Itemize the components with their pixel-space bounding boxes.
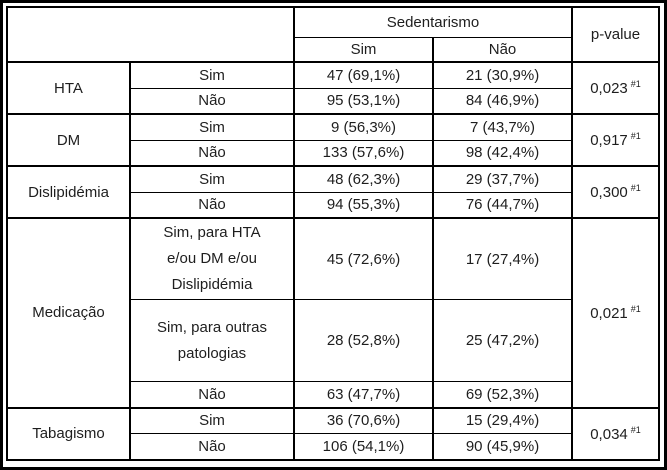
sub-label: Não xyxy=(129,381,295,408)
table-row-hta-nao: Não 95 (53,1%) 84 (46,9%) xyxy=(7,87,659,115)
p-value-number: 0,021 xyxy=(590,304,628,322)
group-label-dm: DM xyxy=(6,113,131,167)
value-cell: 48 (62,3%) xyxy=(293,165,434,193)
value-cell: 69 (52,3%) xyxy=(432,381,573,408)
sim-column-header: Sim xyxy=(293,36,434,63)
empty-corner-cell xyxy=(6,6,295,63)
table-row-medicacao-nao: Não 63 (47,7%) 69 (52,3%) xyxy=(7,381,659,408)
sub-label: Não xyxy=(129,433,295,460)
value-cell: 29 (37,7%) xyxy=(432,165,573,193)
sedentarismo-crosstab-table: Sedentarismo p-value Sim Não HTA Sim 47 … xyxy=(6,6,660,461)
value-cell: 95 (53,1%) xyxy=(293,87,434,115)
value-cell: 90 (45,9%) xyxy=(432,433,573,460)
value-cell: 36 (70,6%) xyxy=(293,406,434,434)
sub-label: Não xyxy=(129,139,295,167)
table-row-hta-sim: HTA Sim 47 (69,1%) 21 (30,9%) 0,023 #1 xyxy=(6,61,660,115)
value-cell: 21 (30,9%) xyxy=(432,61,573,89)
sub-label: Sim, para outras patologias xyxy=(129,299,295,382)
value-cell: 25 (47,2%) xyxy=(432,299,573,382)
table-row-tabagismo-sim: Tabagismo Sim 36 (70,6%) 15 (29,4%) 0,03… xyxy=(6,406,660,460)
nao-column-header: Não xyxy=(432,36,573,63)
p-value-number: 0,300 xyxy=(590,184,628,201)
header-row-1: Sedentarismo p-value xyxy=(6,6,660,63)
p-value-footnote-marker: #1 xyxy=(630,131,641,141)
p-value-cell: 0,034 #1 xyxy=(571,406,660,460)
value-cell: 7 (43,7%) xyxy=(432,113,573,141)
group-label-tabagismo: Tabagismo xyxy=(6,406,131,460)
p-value-column-header: p-value xyxy=(571,6,660,63)
sub-label: Não xyxy=(129,191,295,219)
value-cell: 76 (44,7%) xyxy=(432,191,573,219)
table-row-tabagismo-nao: Não 106 (54,1%) 90 (45,9%) xyxy=(7,433,659,460)
p-value-footnote-marker: #1 xyxy=(630,183,641,193)
sub-label: Sim, para HTA e/ou DM e/ou Dislipidémia xyxy=(129,217,295,300)
table-row-dislipidemia-nao: Não 94 (55,3%) 76 (44,7%) xyxy=(7,191,659,219)
value-cell: 45 (72,6%) xyxy=(293,217,434,300)
sub-label: Sim xyxy=(129,61,295,89)
group-label-dislipidemia: Dislipidémia xyxy=(6,165,131,219)
table-row-medicacao-sim-hta: Medicação Sim, para HTA e/ou DM e/ou Dis… xyxy=(6,217,660,408)
p-value-cell: 0,917 #1 xyxy=(571,113,660,167)
value-cell: 9 (56,3%) xyxy=(293,113,434,141)
value-cell: 47 (69,1%) xyxy=(293,61,434,89)
p-value-cell: 0,300 #1 xyxy=(571,165,660,219)
group-label-medicacao: Medicação xyxy=(6,217,131,408)
value-cell: 15 (29,4%) xyxy=(432,406,573,434)
p-value-number: 0,023 xyxy=(590,80,628,97)
p-value-footnote-marker: #1 xyxy=(630,79,641,89)
value-cell: 84 (46,9%) xyxy=(432,87,573,115)
table-row-dislipidemia-sim: Dislipidémia Sim 48 (62,3%) 29 (37,7%) 0… xyxy=(6,165,660,219)
sub-label: Sim xyxy=(129,165,295,193)
p-value-cell: 0,021 #1 xyxy=(571,217,660,408)
p-value-cell: 0,023 #1 xyxy=(571,61,660,115)
sub-label: Sim xyxy=(129,113,295,141)
sub-label: Sim xyxy=(129,406,295,434)
value-cell: 28 (52,8%) xyxy=(293,299,434,382)
value-cell: 133 (57,6%) xyxy=(293,139,434,167)
group-label-hta: HTA xyxy=(6,61,131,115)
table-row-dm-nao: Não 133 (57,6%) 98 (42,4%) xyxy=(7,139,659,167)
table-row-medicacao-sim-outras: Sim, para outras patologias 28 (52,8%) 2… xyxy=(7,299,659,382)
value-cell: 17 (27,4%) xyxy=(432,217,573,300)
header-row-2: Sim Não xyxy=(7,36,659,63)
sedentarismo-column-group-header: Sedentarismo xyxy=(293,6,573,38)
table-row-dm-sim: DM Sim 9 (56,3%) 7 (43,7%) 0,917 #1 xyxy=(6,113,660,167)
value-cell: 63 (47,7%) xyxy=(293,381,434,408)
value-cell: 94 (55,3%) xyxy=(293,191,434,219)
value-cell: 106 (54,1%) xyxy=(293,433,434,460)
p-value-footnote-marker: #1 xyxy=(630,303,641,314)
p-value-number: 0,917 xyxy=(590,132,628,149)
sub-label: Não xyxy=(129,87,295,115)
value-cell: 98 (42,4%) xyxy=(432,139,573,167)
p-value-footnote-marker: #1 xyxy=(630,424,641,435)
p-value-number: 0,034 xyxy=(590,425,628,443)
